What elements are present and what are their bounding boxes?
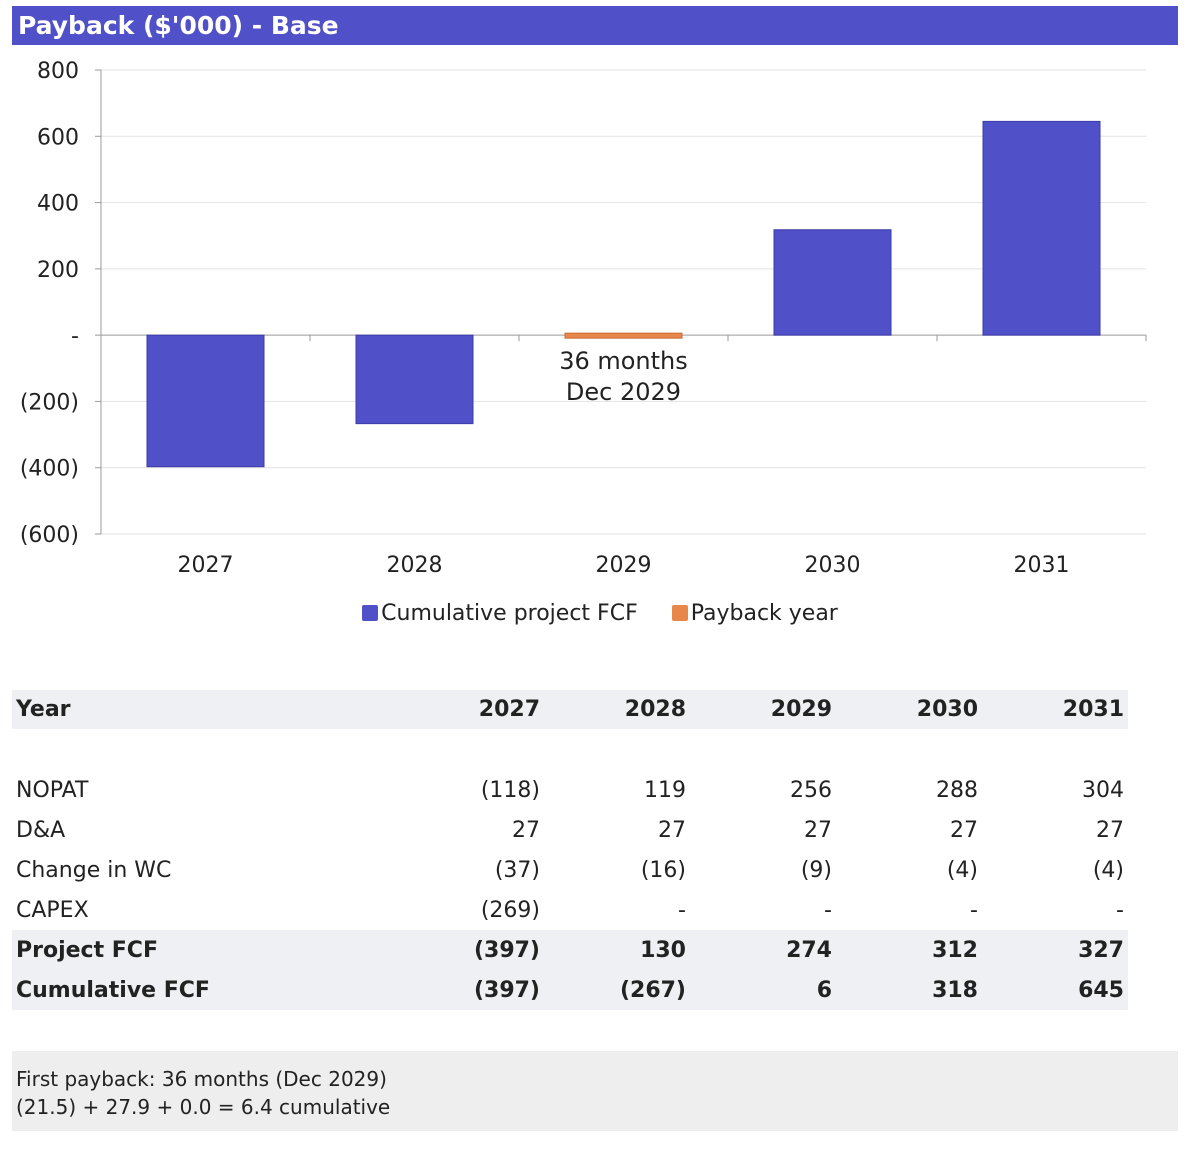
- x-tick-label: 2031: [1014, 553, 1070, 578]
- y-tick-label: -: [71, 324, 79, 349]
- x-tick-label: 2028: [387, 553, 443, 578]
- y-tick-label: 200: [37, 258, 79, 283]
- bar-cumulative-2028: [355, 334, 474, 425]
- table-cell: 288: [936, 777, 978, 803]
- header-cell: 2029: [770, 697, 832, 722]
- table-cell: (4): [946, 857, 978, 883]
- header-cell: 2030: [916, 697, 978, 722]
- table-cell: (269): [480, 897, 540, 923]
- table-cell: (118): [480, 777, 540, 803]
- bar-cumulative-2027: [146, 334, 265, 468]
- chart-title: Payback ($'000) - Base: [12, 6, 1178, 45]
- table-row-project-fcf: Project FCF (397) 130 274 312 327: [12, 930, 1128, 970]
- legend-swatch-payback: [671, 605, 688, 621]
- row-label: Cumulative FCF: [16, 977, 210, 1003]
- table-cell: 130: [640, 937, 686, 963]
- table-cell: (397): [473, 937, 540, 963]
- table-cell: 119: [644, 777, 686, 803]
- table-cell: 304: [1082, 777, 1124, 803]
- table-row: NOPAT (118) 119 256 288 304: [12, 770, 1128, 810]
- table-cell: 27: [1096, 817, 1124, 843]
- table-row: D&A 27 27 27 27 27: [12, 810, 1128, 850]
- payback-annotation: 36 months: [559, 347, 688, 375]
- table-cell: 327: [1078, 937, 1124, 963]
- table-cell: (37): [494, 857, 540, 883]
- bar-cumulative-2030: [773, 229, 892, 336]
- table-header-row: Year 2027 2028 2029 2030 2031: [12, 690, 1128, 729]
- y-tick-label: 800: [37, 59, 79, 84]
- table-totals: Project FCF (397) 130 274 312 327 Cumula…: [12, 930, 1128, 1010]
- y-tick-label: (600): [20, 523, 79, 548]
- table-row: CAPEX (269) - - - -: [12, 890, 1128, 930]
- table-cell: -: [1116, 897, 1124, 923]
- legend-item-payback: Payback year: [671, 600, 838, 626]
- payback-annotation: Dec 2029: [566, 378, 681, 406]
- table-cell: -: [970, 897, 978, 923]
- bar-cumulative-2031: [982, 120, 1101, 336]
- table-row-cumulative-fcf: Cumulative FCF (397) (267) 6 318 645: [12, 970, 1128, 1010]
- payback-chart: 800 600 400 200 - (200) (400) (600) 2027 2028 2029…: [20, 59, 1147, 578]
- table-cell: (267): [619, 977, 686, 1003]
- table-cell: (9): [800, 857, 832, 883]
- row-label: CAPEX: [16, 897, 89, 923]
- table-cell: 6: [816, 977, 832, 1003]
- row-label: Change in WC: [16, 857, 172, 883]
- table-cell: (397): [473, 977, 540, 1003]
- legend-swatch-cumulative: [362, 605, 379, 621]
- header-cell: 2028: [624, 697, 686, 722]
- table-row: Change in WC (37) (16) (9) (4) (4): [12, 850, 1128, 890]
- row-label: Project FCF: [16, 937, 158, 963]
- legend-label-payback: Payback year: [690, 600, 838, 626]
- x-tick-label: 2027: [178, 553, 234, 578]
- table-cell: -: [678, 897, 686, 923]
- table-spacer: [12, 729, 1128, 770]
- table-cell: (4): [1092, 857, 1124, 883]
- legend-label-cumulative: Cumulative project FCF: [381, 600, 638, 626]
- table-cell: 645: [1078, 977, 1124, 1003]
- table-cell: 256: [790, 777, 832, 803]
- x-tick-label: 2030: [805, 553, 861, 578]
- table-cell: -: [824, 897, 832, 923]
- header-label: Year: [16, 697, 71, 722]
- y-tick-label: 600: [37, 125, 79, 150]
- row-label: NOPAT: [16, 777, 89, 803]
- y-tick-label: (200): [20, 390, 79, 415]
- table-cell: (16): [640, 857, 686, 883]
- note-line: (21.5) + 27.9 + 0.0 = 6.4 cumulative: [16, 1095, 391, 1119]
- table-cell: 27: [658, 817, 686, 843]
- table-cell: 318: [932, 977, 978, 1003]
- y-tick-label: (400): [20, 457, 79, 482]
- chart-legend: Cumulative project FCF Payback year: [0, 596, 1200, 630]
- table-cell: 274: [786, 937, 832, 963]
- x-tick-label: 2029: [596, 553, 652, 578]
- bar-payback-2029: [564, 332, 683, 339]
- table-cell: 27: [950, 817, 978, 843]
- fcf-table: Year 2027 2028 2029 2030 2031 NOPAT (118…: [12, 690, 1128, 1010]
- table-cell: 27: [804, 817, 832, 843]
- row-label: D&A: [16, 817, 66, 843]
- note-line: First payback: 36 months (Dec 2029): [16, 1067, 387, 1091]
- legend-item-cumulative: Cumulative project FCF: [362, 601, 638, 626]
- payback-note: First payback: 36 months (Dec 2029) (21.…: [12, 1051, 1178, 1131]
- table-cell: 27: [512, 817, 540, 843]
- header-cell: 2027: [478, 697, 540, 722]
- header-cell: 2031: [1062, 697, 1124, 722]
- table-cell: 312: [932, 937, 978, 963]
- y-tick-label: 400: [37, 192, 79, 217]
